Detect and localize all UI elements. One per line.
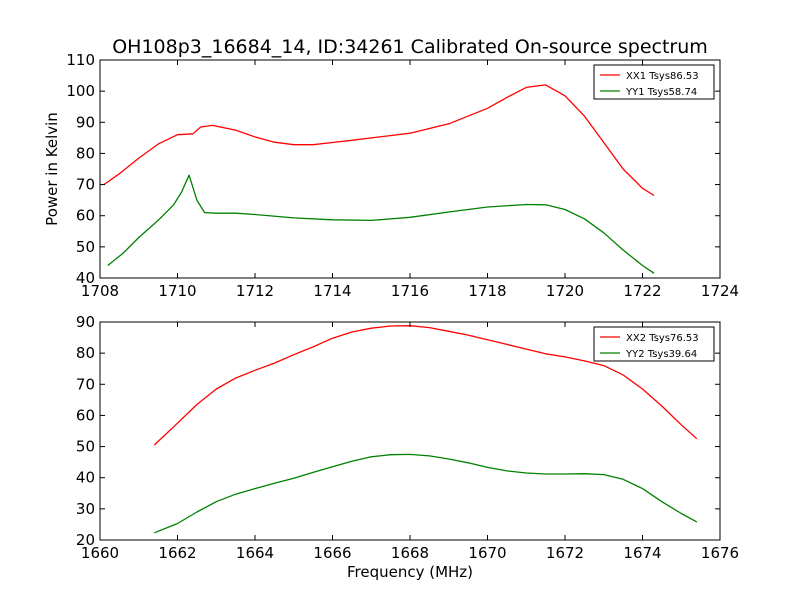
x-tick-label: 1722 xyxy=(623,282,661,300)
series-line-1-1 xyxy=(103,84,655,197)
series-line-2-1 xyxy=(153,325,698,446)
y-tick-label: 80 xyxy=(76,344,95,362)
y-tick-label: 40 xyxy=(76,269,95,287)
legend-1: XX1 Tsys86.53 YY1 Tsys58.74 xyxy=(593,64,715,100)
x-tick-label: 1710 xyxy=(158,282,196,300)
legend-box xyxy=(593,326,715,362)
x-tick-label: 1720 xyxy=(546,282,584,300)
legend-label: XX2 Tsys76.53 xyxy=(626,333,699,344)
x-tick-label: 1714 xyxy=(313,282,351,300)
y-tick-label: 80 xyxy=(76,144,95,162)
legend-label: XX1 Tsys86.53 xyxy=(626,71,699,82)
x-tick-label: 1674 xyxy=(623,544,661,562)
x-tick-label: 1660 xyxy=(81,544,119,562)
legend-2: XX2 Tsys76.53 YY2 Tsys39.64 xyxy=(593,326,715,362)
chart-panels: 1708 1710 1712 1714 1716 1718 1720 1722 1724 40 50… xyxy=(43,51,739,581)
figure-title: OH108p3_16684_14, ID:34261 Calibrated On… xyxy=(112,36,708,58)
legend-label: YY2 Tsys39.64 xyxy=(625,349,697,360)
x-tick-label: 1676 xyxy=(701,544,739,562)
chart-panel-2: 1660 1662 1664 1666 1668 1670 1672 1674 1676 20 30… xyxy=(76,313,739,581)
x-tick-label: 1718 xyxy=(468,282,506,300)
series-line-1-2 xyxy=(107,174,655,274)
x-tick-label: 1662 xyxy=(158,544,196,562)
y-axis-label: Power in Kelvin xyxy=(43,112,61,226)
x-tick-label: 1716 xyxy=(391,282,429,300)
y-tick-label: 100 xyxy=(66,82,95,100)
y-tick-label: 20 xyxy=(76,531,95,549)
y-tick-label: 60 xyxy=(76,207,95,225)
y-tick-label: 30 xyxy=(76,500,95,518)
x-tick-label: 1666 xyxy=(313,544,351,562)
x-tick-label: 1712 xyxy=(236,282,274,300)
x-axis-label: Frequency (MHz) xyxy=(347,563,473,581)
y-tick-label: 90 xyxy=(76,313,95,331)
y-tick-label: 40 xyxy=(76,469,95,487)
legend-box xyxy=(593,64,715,100)
y-tick-label: 110 xyxy=(66,51,95,69)
x-tick-label: 1708 xyxy=(81,282,119,300)
y-tick-label: 50 xyxy=(76,438,95,456)
y-tick-label: 50 xyxy=(76,238,95,256)
y-tick-label: 70 xyxy=(76,176,95,194)
x-tick-label: 1664 xyxy=(236,544,274,562)
y-tick-label: 90 xyxy=(76,113,95,131)
x-tick-label: 1672 xyxy=(546,544,584,562)
legend-label: YY1 Tsys58.74 xyxy=(625,87,697,98)
x-tick-label: 1724 xyxy=(701,282,739,300)
y-tick-label: 60 xyxy=(76,406,95,424)
x-tick-label: 1670 xyxy=(468,544,506,562)
series-line-2-2 xyxy=(154,453,698,534)
y-tick-label: 70 xyxy=(76,375,95,393)
chart-panel-1: 1708 1710 1712 1714 1716 1718 1720 1722 1724 40 50… xyxy=(43,51,739,300)
x-tick-label: 1668 xyxy=(391,544,429,562)
